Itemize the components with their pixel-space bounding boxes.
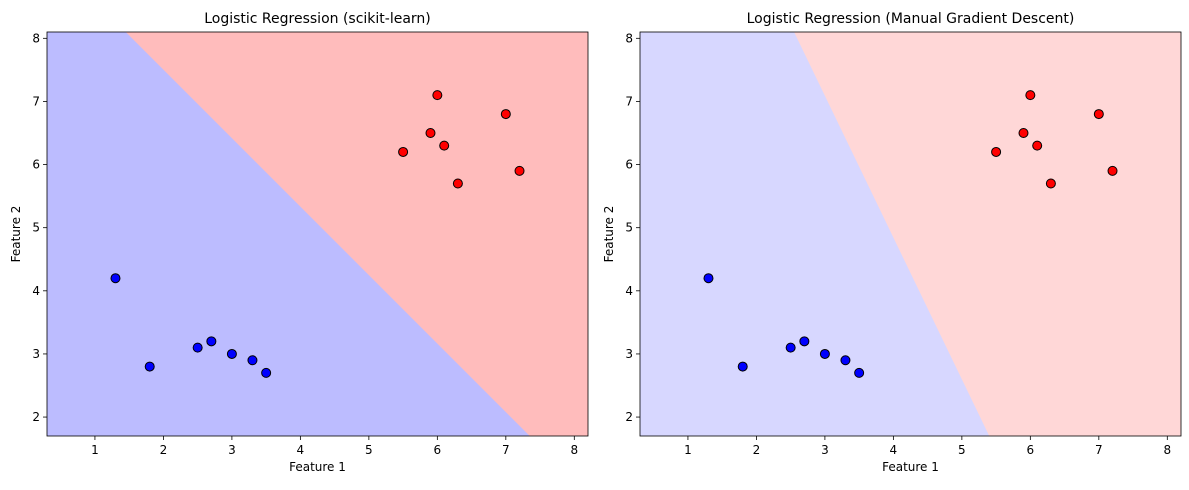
scatter-point [439,140,450,151]
chart-panel-1: 1 2 3 4 5 6 7 8 2 3 4 5 6 7 8 Logistic Regression (scik… [9,11,589,474]
y-tick-label: 4 [625,284,633,298]
y-tick-label: 2 [625,410,633,424]
scatter-point [247,355,258,366]
y-tick-label: 4 [32,284,40,298]
axes-frame [639,31,1182,437]
y-tick-label: 7 [625,94,633,108]
scatter-point [1032,140,1043,151]
x-tick-label: 7 [1095,443,1103,457]
scatter-point [500,109,511,120]
x-tick-label: 6 [1027,443,1035,457]
series-0 [703,273,865,378]
scatter-point [432,90,443,101]
y-tick-label: 8 [32,31,40,45]
x-tick-label: 8 [1163,443,1171,457]
region-class-0 [640,32,990,436]
x-tick-label: 5 [365,443,373,457]
x-tick-label: 6 [434,443,442,457]
y-tick-label: 5 [625,221,633,235]
scatter-point [1107,165,1118,176]
scatter-point [785,342,796,353]
x-tick-label: 4 [297,443,305,457]
y-axis-label: Feature 2 [602,206,616,263]
scatter-point [991,146,1002,157]
chart-title: Logistic Regression (Manual Gradient Des… [747,11,1075,27]
y-tick-label: 2 [32,410,40,424]
x-tick-label: 2 [160,443,168,457]
scatter-point [192,342,203,353]
axes-frame [46,31,589,437]
x-tick-label: 7 [502,443,510,457]
chart-title: Logistic Regression (scikit-learn) [204,11,431,27]
x-tick-label: 8 [570,443,578,457]
series-1 [991,90,1118,189]
region-class-0 [47,32,530,436]
scatter-point [144,361,155,372]
y-tick-label: 6 [32,158,40,172]
x-tick-label: 1 [91,443,99,457]
chart-panel-2: 1 2 3 4 5 6 7 8 2 3 4 5 6 7 8 Logistic Regression (Manu… [602,11,1182,474]
scatter-point [206,336,217,347]
y-tick-label: 3 [32,347,40,361]
y-axis-label: Feature 2 [9,206,23,263]
series-0 [110,273,272,378]
scatter-point [703,273,714,284]
scatter-point [819,348,830,359]
y-tick-label: 6 [625,158,633,172]
series-1 [398,90,525,189]
scatter-point [110,273,121,284]
scatter-point [799,336,810,347]
x-tick-label: 5 [958,443,966,457]
scatter-point [1045,178,1056,189]
scatter-point [1018,128,1029,138]
scatter-point [854,367,865,378]
scatter-point [425,128,436,138]
scatter-point [737,361,748,372]
x-tick-label: 3 [821,443,829,457]
x-tick-label: 3 [228,443,236,457]
x-tick-label: 1 [684,443,692,457]
y-tick-label: 5 [32,221,40,235]
scatter-point [1093,109,1104,120]
x-axis-label: Feature 1 [289,460,346,474]
scatter-point [261,367,272,378]
scatter-point [514,165,525,176]
x-tick-label: 2 [753,443,761,457]
scatter-point [1025,90,1036,101]
scatter-point [398,146,409,157]
decision-regions [640,32,1181,436]
scatter-point [840,355,851,366]
decision-regions [47,32,588,436]
scatter-point [226,348,237,359]
x-tick-label: 4 [890,443,898,457]
y-tick-label: 7 [32,94,40,108]
scatter-point [452,178,463,189]
x-axis-label: Feature 1 [882,460,939,474]
y-tick-label: 8 [625,31,633,45]
y-tick-label: 3 [625,347,633,361]
